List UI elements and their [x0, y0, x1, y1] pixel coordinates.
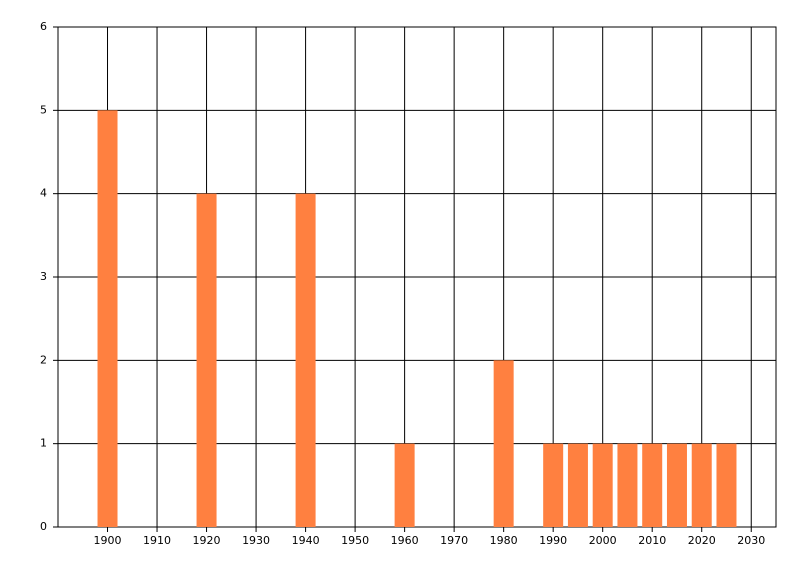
bar [543, 443, 564, 527]
x-tick-label: 2030 [737, 534, 765, 547]
x-tick-label: 2020 [688, 534, 716, 547]
bar [295, 193, 316, 527]
x-tick-label: 1970 [440, 534, 468, 547]
x-tick-label: 1920 [193, 534, 221, 547]
x-tick-label: 1930 [242, 534, 270, 547]
y-tick-label: 5 [40, 103, 47, 116]
x-tick-label: 1980 [490, 534, 518, 547]
y-tick-label: 2 [40, 353, 47, 366]
x-tick-label: 1940 [292, 534, 320, 547]
y-tick-label: 3 [40, 270, 47, 283]
x-tick-label: 1990 [539, 534, 567, 547]
bar [666, 443, 687, 527]
x-tick-label: 1910 [143, 534, 171, 547]
bar [493, 360, 514, 527]
bar [617, 443, 638, 527]
y-tick-label: 6 [40, 20, 47, 33]
bar [716, 443, 737, 527]
x-tick-label: 1900 [94, 534, 122, 547]
x-tick-label: 1960 [391, 534, 419, 547]
bar [592, 443, 613, 527]
bar [394, 443, 415, 527]
x-tick-label: 1950 [341, 534, 369, 547]
bar [196, 193, 217, 527]
y-tick-label: 0 [40, 520, 47, 533]
bar [97, 110, 118, 527]
y-tick-label: 1 [40, 437, 47, 450]
x-tick-label: 2000 [589, 534, 617, 547]
bar [691, 443, 712, 527]
y-tick-label: 4 [40, 187, 47, 200]
bar [642, 443, 663, 527]
bar [567, 443, 588, 527]
x-tick-label: 2010 [638, 534, 666, 547]
